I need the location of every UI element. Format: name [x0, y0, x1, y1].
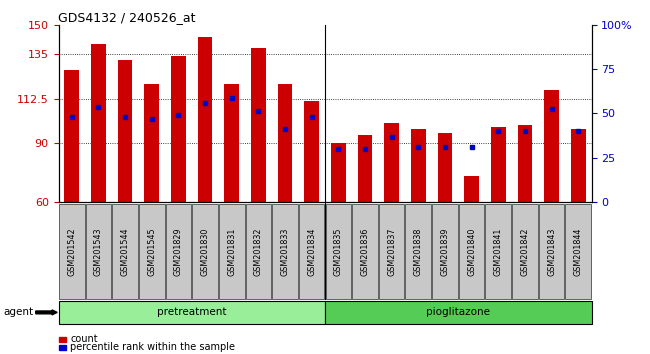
Text: GSM201837: GSM201837	[387, 227, 396, 276]
Bar	[144, 84, 159, 202]
Text: GSM201834: GSM201834	[307, 227, 316, 275]
Bar	[358, 135, 372, 202]
Text: percentile rank within the sample: percentile rank within the sample	[70, 342, 235, 352]
Text: agent: agent	[3, 307, 33, 318]
Bar	[278, 84, 292, 202]
Text: GSM201543: GSM201543	[94, 227, 103, 276]
Text: GDS4132 / 240526_at: GDS4132 / 240526_at	[58, 11, 196, 24]
Bar	[91, 45, 106, 202]
Text: GSM201830: GSM201830	[201, 227, 209, 275]
Bar	[411, 129, 426, 202]
Bar	[384, 123, 399, 202]
Text: GSM201544: GSM201544	[121, 227, 129, 276]
Bar	[464, 176, 479, 202]
Bar	[437, 133, 452, 202]
Bar	[331, 143, 346, 202]
Bar	[544, 90, 559, 202]
Text: count: count	[70, 334, 98, 344]
Text: GSM201542: GSM201542	[68, 227, 76, 276]
Bar	[251, 48, 266, 202]
Bar	[517, 125, 532, 202]
Text: GSM201842: GSM201842	[521, 227, 529, 276]
Bar	[198, 36, 213, 202]
Bar	[224, 84, 239, 202]
Text: GSM201843: GSM201843	[547, 227, 556, 275]
Bar	[571, 129, 586, 202]
Text: GSM201835: GSM201835	[334, 227, 343, 276]
Text: GSM201836: GSM201836	[361, 227, 369, 275]
Text: GSM201833: GSM201833	[281, 227, 289, 275]
Bar	[64, 70, 79, 202]
Text: GSM201829: GSM201829	[174, 227, 183, 276]
Bar	[171, 56, 186, 202]
Text: GSM201838: GSM201838	[414, 227, 422, 275]
Text: pretreatment: pretreatment	[157, 307, 226, 318]
Text: GSM201839: GSM201839	[441, 227, 449, 276]
Text: GSM201832: GSM201832	[254, 227, 263, 276]
Bar	[304, 102, 319, 202]
Text: pioglitazone: pioglitazone	[426, 307, 490, 318]
Bar	[491, 127, 506, 202]
Text: GSM201831: GSM201831	[227, 227, 236, 275]
Text: GSM201545: GSM201545	[148, 227, 156, 276]
Bar	[118, 60, 133, 202]
Text: GSM201844: GSM201844	[574, 227, 582, 275]
Text: GSM201840: GSM201840	[467, 227, 476, 275]
Text: GSM201841: GSM201841	[494, 227, 502, 275]
